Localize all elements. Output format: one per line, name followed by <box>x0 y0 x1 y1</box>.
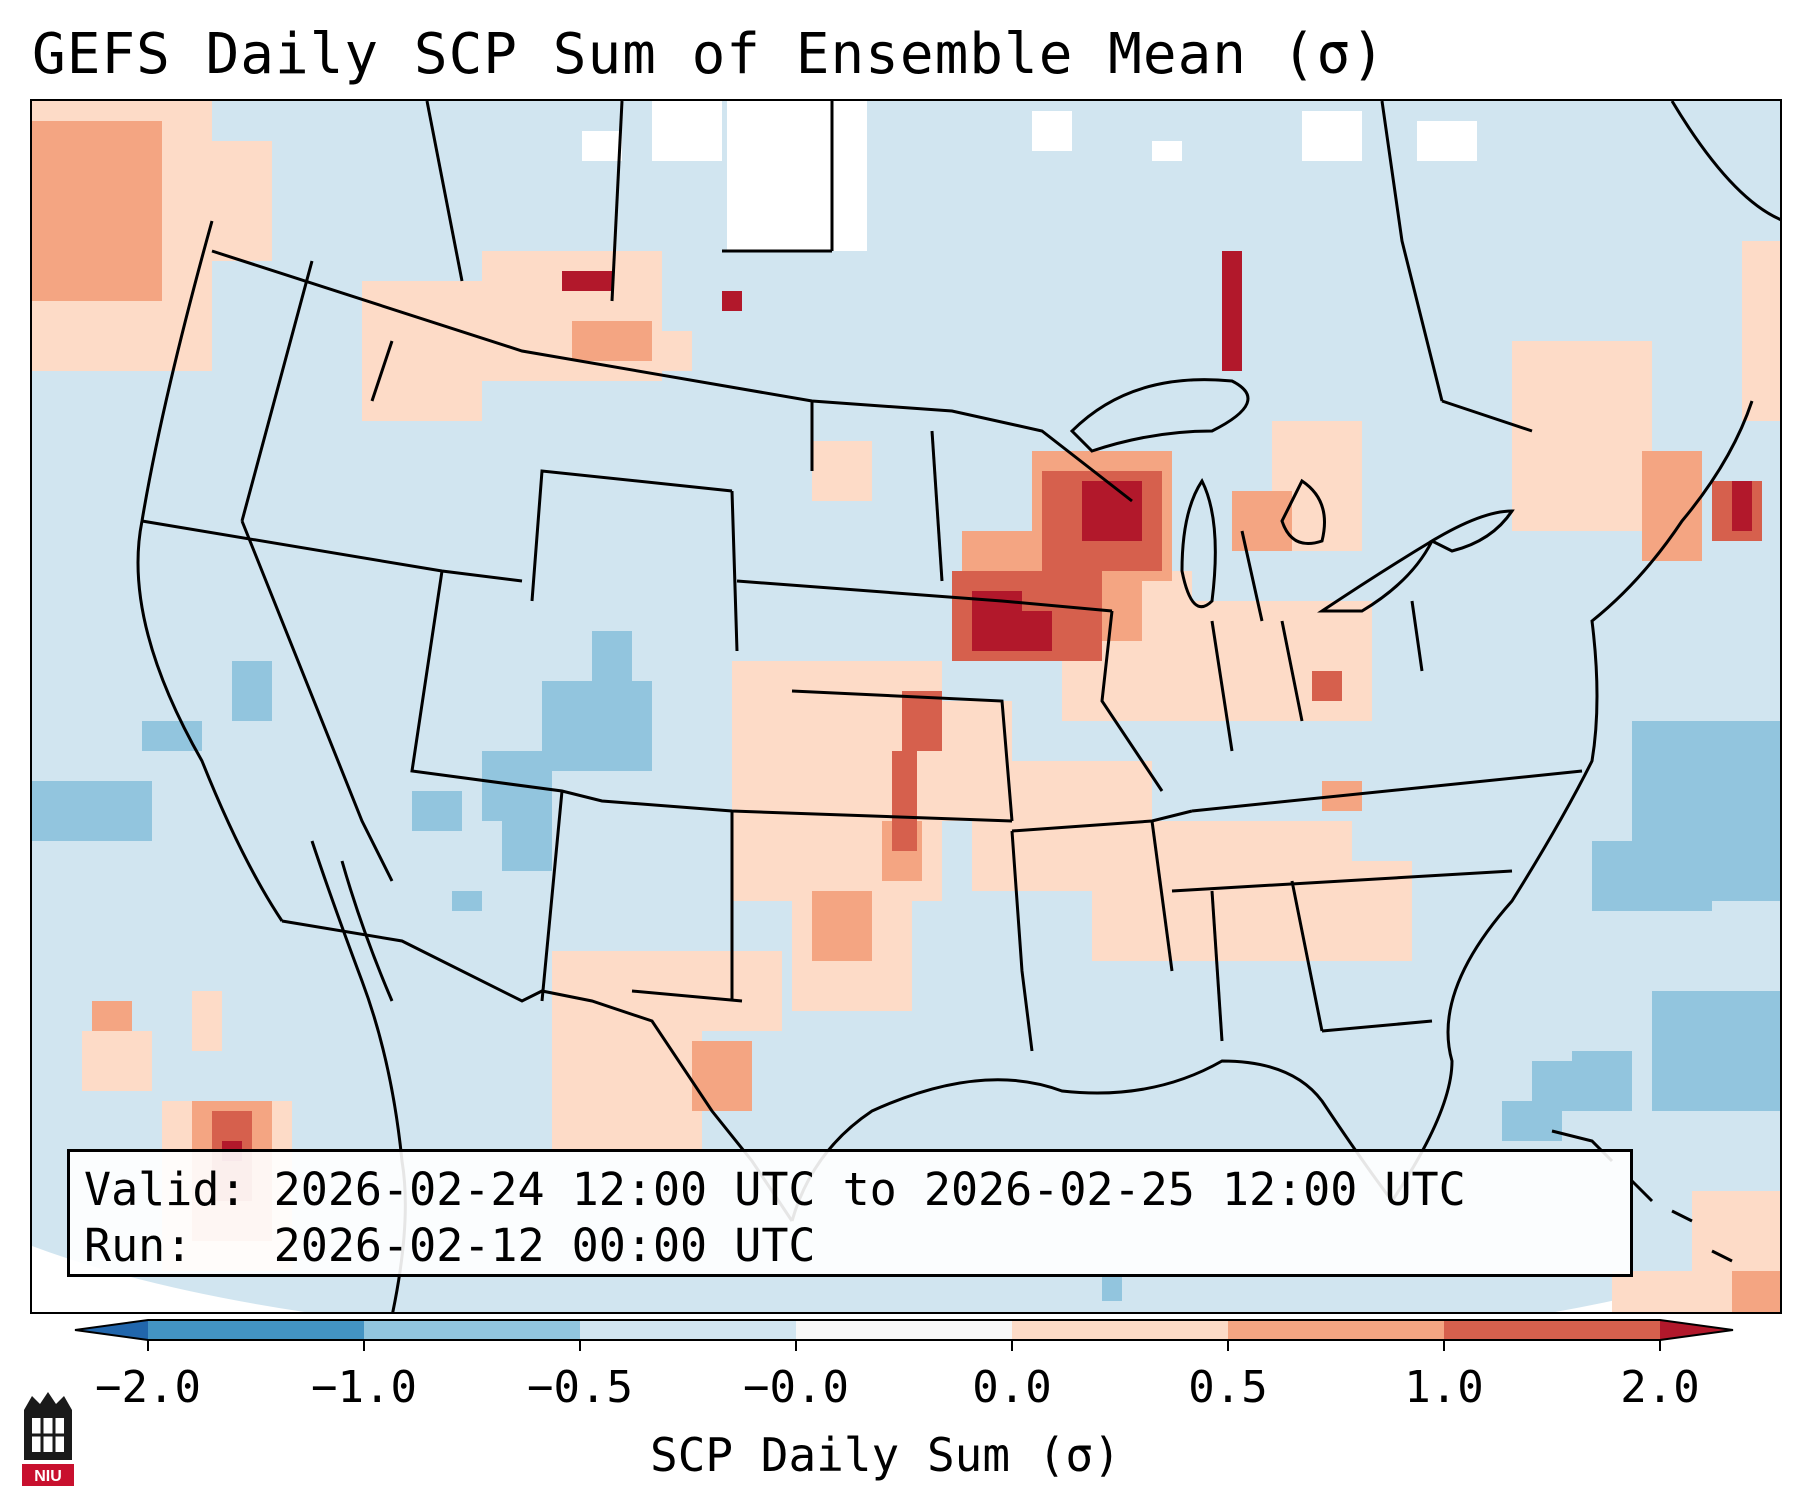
chart-title: GEFS Daily SCP Sum of Ensemble Mean (σ) <box>32 22 1386 87</box>
colorbar <box>74 1319 1734 1351</box>
colorbar-over-triangle <box>1660 1320 1733 1340</box>
colorbar-tick-label: −0.5 <box>527 1362 633 1413</box>
valid-label: Valid: <box>84 1163 247 1216</box>
colorbar-tick-marks <box>147 1340 1661 1351</box>
colorbar-bin <box>148 1320 364 1340</box>
run-value: 2026-02-12 00:00 UTC <box>273 1219 816 1272</box>
state-borders <box>136 220 1754 1222</box>
colorbar-tick-label: −1.0 <box>311 1362 417 1413</box>
colorbar-bin <box>1228 1320 1444 1340</box>
colorbar-under-triangle <box>75 1320 148 1340</box>
logo-text: NIU <box>34 1468 62 1485</box>
colorbar-bin <box>796 1320 1012 1340</box>
colorbar-tick-label: −0.0 <box>743 1362 849 1413</box>
colorbar-bin <box>1444 1320 1660 1340</box>
projection-corner-left <box>32 1246 305 1312</box>
colorbar-tick-label: 2.0 <box>1620 1362 1700 1413</box>
colorbar-tick-label: 1.0 <box>1404 1362 1484 1413</box>
map-panel <box>30 99 1782 1314</box>
colorbar-tick-label: 0.5 <box>1188 1362 1268 1413</box>
valid-value: 2026-02-24 12:00 UTC to 2026-02-25 12:00… <box>273 1163 1466 1216</box>
colorbar-bin <box>364 1320 580 1340</box>
no-data-patches <box>582 101 1477 251</box>
valid-time-box: Valid: 2026-02-24 12:00 UTC to 2026-02-2… <box>67 1149 1633 1277</box>
run-label: Run: <box>84 1219 193 1272</box>
colorbar-tick-label: 0.0 <box>972 1362 1052 1413</box>
colorbar-bin <box>1012 1320 1228 1340</box>
colorbar-bin <box>580 1320 796 1340</box>
negative-anomaly-cells <box>32 631 1780 1301</box>
university-tower-icon: NIU <box>22 1392 74 1486</box>
canada-borders <box>425 101 1780 433</box>
colorbar-label: SCP Daily Sum (σ) <box>650 1428 1121 1482</box>
colorbar-tick-label: −2.0 <box>95 1362 201 1413</box>
great-lakes <box>1069 378 1515 613</box>
